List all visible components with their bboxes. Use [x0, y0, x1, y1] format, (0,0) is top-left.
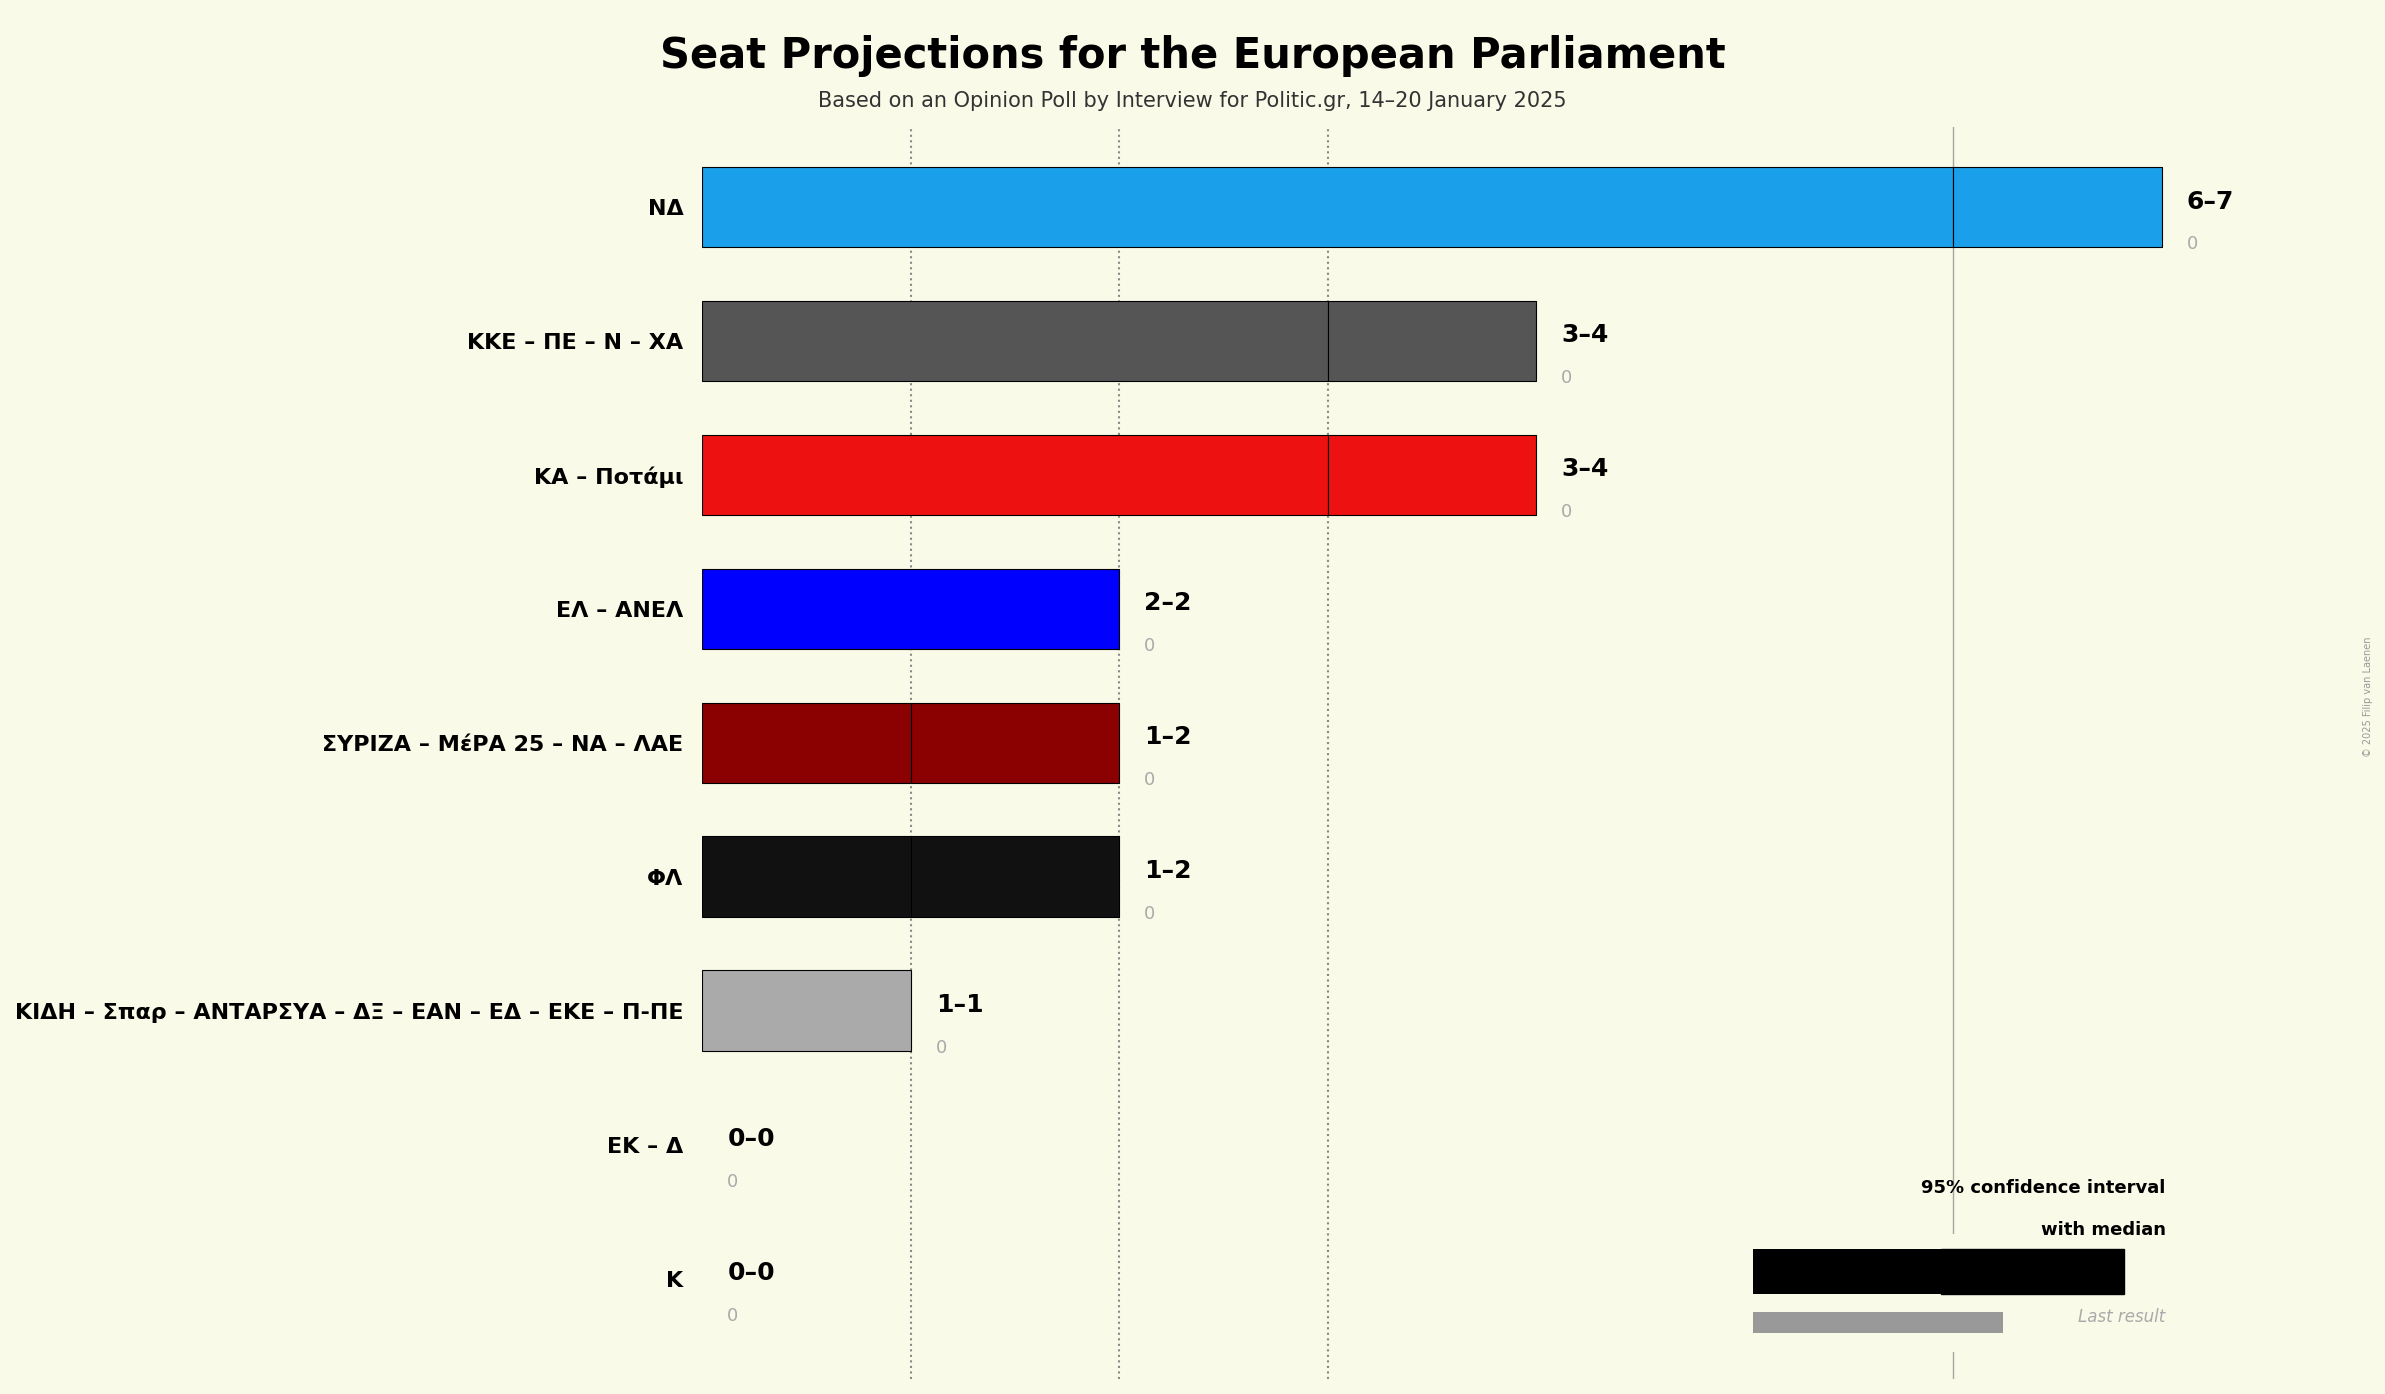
- Text: 1–2: 1–2: [1145, 725, 1192, 750]
- Text: © 2025 Filip van Laenen: © 2025 Filip van Laenen: [2364, 637, 2373, 757]
- Text: Based on an Opinion Poll by Interview for Politic.gr, 14–20 January 2025: Based on an Opinion Poll by Interview fo…: [818, 91, 1567, 110]
- Text: Last result: Last result: [2077, 1309, 2166, 1326]
- Text: 3–4: 3–4: [1562, 323, 1607, 347]
- Bar: [701, 569, 1119, 650]
- Text: 2–2: 2–2: [1145, 591, 1192, 615]
- Bar: [701, 836, 911, 917]
- Bar: [701, 435, 1328, 514]
- Text: with median: with median: [2042, 1221, 2166, 1238]
- Bar: [701, 970, 911, 1051]
- Text: Seat Projections for the European Parliament: Seat Projections for the European Parlia…: [661, 35, 1724, 77]
- Text: 0–0: 0–0: [727, 1128, 775, 1151]
- Text: 6–7: 6–7: [2187, 190, 2235, 213]
- Bar: [911, 703, 1119, 783]
- Text: 95% confidence interval: 95% confidence interval: [1922, 1179, 2166, 1196]
- Text: 0: 0: [1562, 503, 1572, 521]
- Bar: [911, 836, 1119, 917]
- Text: 0–0: 0–0: [727, 1262, 775, 1285]
- Bar: [1328, 301, 1536, 381]
- Text: 0: 0: [2187, 236, 2199, 254]
- Text: 0: 0: [1562, 369, 1572, 388]
- Text: 0: 0: [727, 1174, 739, 1190]
- Text: 1–1: 1–1: [935, 994, 983, 1018]
- Text: 0: 0: [1145, 771, 1154, 789]
- Bar: [911, 703, 1119, 783]
- Bar: [911, 836, 1119, 917]
- Bar: [1941, 1249, 2032, 1294]
- Text: 1–2: 1–2: [1145, 859, 1192, 884]
- Text: 0: 0: [727, 1308, 739, 1326]
- Bar: [1753, 1312, 2003, 1333]
- Bar: [2032, 1249, 2125, 1294]
- Bar: [701, 167, 1953, 247]
- Bar: [1328, 435, 1536, 514]
- Text: 0: 0: [1145, 905, 1154, 923]
- Text: 0: 0: [935, 1039, 947, 1057]
- Bar: [1328, 435, 1536, 514]
- Bar: [1753, 1249, 1941, 1294]
- Bar: [701, 301, 1328, 381]
- Bar: [1953, 167, 2161, 247]
- Bar: [1328, 301, 1536, 381]
- Bar: [701, 703, 911, 783]
- Bar: [1953, 167, 2161, 247]
- Text: 3–4: 3–4: [1562, 457, 1607, 481]
- Text: 0: 0: [1145, 637, 1154, 655]
